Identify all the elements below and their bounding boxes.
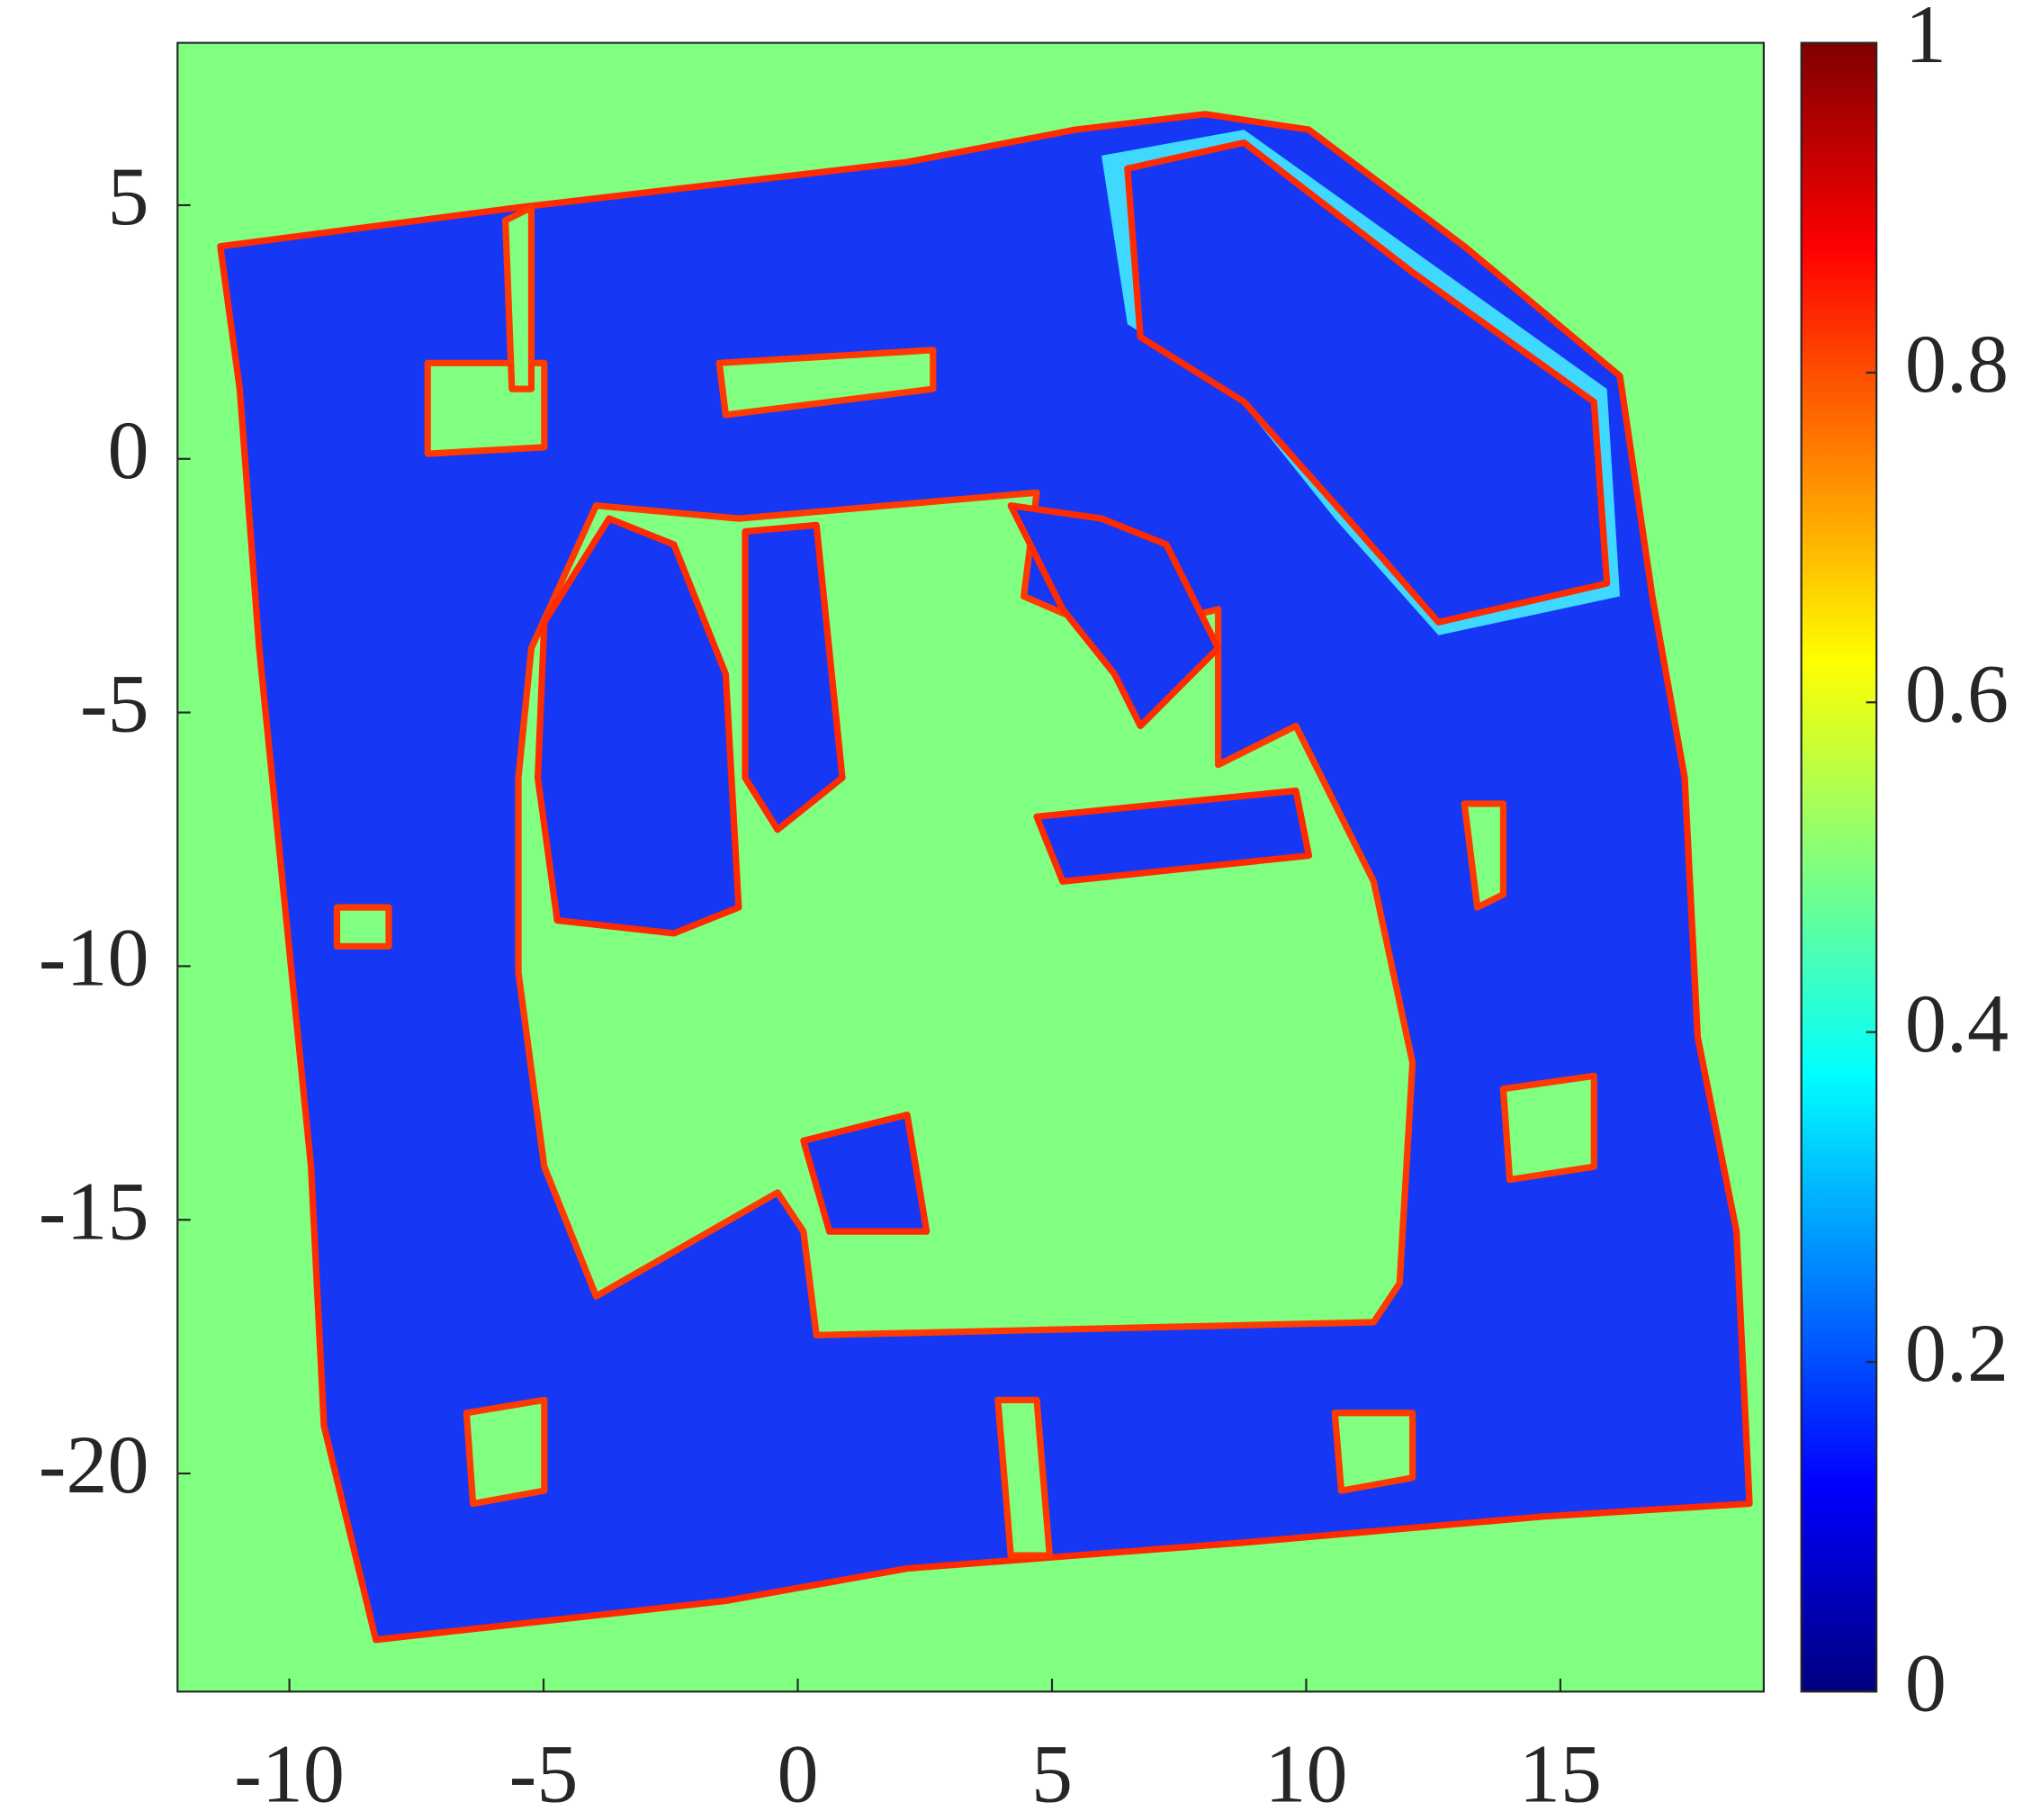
colorbar-tick-label: 0.6	[1905, 647, 2009, 739]
colorbar-tick-label: 0.8	[1905, 318, 2009, 410]
map-detail	[800, 1111, 931, 1235]
x-tick-label: 0	[777, 1727, 818, 1819]
y-tick-label: 0	[108, 404, 149, 496]
y-tick-label: 5	[108, 150, 149, 242]
x-tick-label: 10	[1264, 1727, 1347, 1819]
map-detail	[742, 521, 846, 833]
plot-frame	[176, 41, 1765, 1693]
map-gap	[333, 904, 392, 950]
colorbar	[1800, 41, 1878, 1693]
x-tick-label: -10	[234, 1727, 345, 1819]
map-gap	[463, 1396, 548, 1508]
map-gap	[715, 347, 937, 419]
colorbar-tick-label: 1	[1905, 0, 1947, 80]
y-tick-label: -20	[39, 1419, 149, 1510]
map-gap	[502, 203, 535, 392]
y-tick-label: -5	[80, 658, 149, 750]
map-gap	[1499, 1072, 1597, 1184]
map-detail	[1007, 502, 1222, 730]
heatmap-image	[177, 42, 1764, 1692]
map-gap	[1331, 1410, 1416, 1494]
map-detail	[1124, 139, 1611, 626]
map-detail	[1033, 787, 1313, 885]
map-detail	[535, 515, 742, 937]
colorbar-tick-label: 0.4	[1905, 978, 2009, 1069]
y-tick-label: -10	[39, 912, 149, 1004]
x-tick-label: 15	[1519, 1727, 1602, 1819]
map-gap	[1461, 800, 1507, 911]
colorbar-tick-label: 0	[1905, 1637, 1947, 1729]
map-gap	[994, 1396, 1054, 1559]
colorbar-tick-label: 0.2	[1905, 1307, 2009, 1399]
x-tick-label: -5	[509, 1727, 579, 1819]
x-tick-label: 5	[1031, 1727, 1073, 1819]
y-tick-label: -15	[39, 1165, 149, 1257]
